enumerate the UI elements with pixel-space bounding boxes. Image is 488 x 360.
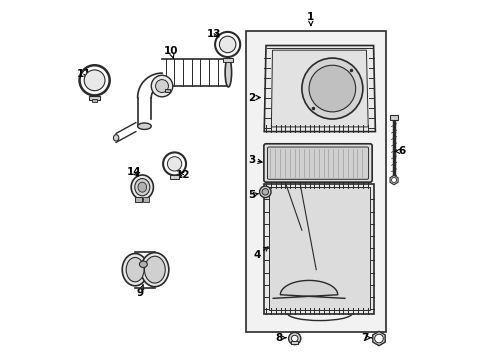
- Text: 2: 2: [247, 93, 260, 103]
- Text: 10: 10: [163, 46, 178, 59]
- Ellipse shape: [144, 256, 165, 283]
- Text: 9: 9: [137, 285, 144, 298]
- Circle shape: [301, 58, 362, 119]
- Polygon shape: [268, 187, 369, 310]
- Bar: [142, 197, 148, 202]
- Polygon shape: [372, 331, 385, 346]
- Circle shape: [262, 189, 268, 195]
- Bar: [92, 99, 97, 102]
- Text: 3: 3: [247, 155, 262, 165]
- Polygon shape: [273, 280, 344, 298]
- Circle shape: [167, 157, 182, 171]
- Bar: [170, 175, 179, 179]
- Circle shape: [84, 70, 105, 91]
- Circle shape: [288, 332, 300, 345]
- Text: 8: 8: [275, 333, 285, 343]
- Bar: [290, 341, 298, 344]
- Ellipse shape: [135, 179, 149, 196]
- Ellipse shape: [131, 175, 153, 199]
- Text: 4: 4: [253, 247, 267, 260]
- Text: 6: 6: [395, 146, 405, 156]
- Circle shape: [308, 65, 355, 112]
- Bar: [135, 197, 142, 202]
- Ellipse shape: [139, 261, 147, 267]
- Circle shape: [291, 335, 297, 342]
- Circle shape: [391, 177, 396, 183]
- Text: 1: 1: [306, 12, 314, 26]
- Polygon shape: [264, 184, 373, 315]
- Ellipse shape: [113, 135, 119, 141]
- Ellipse shape: [141, 253, 168, 287]
- Bar: [222, 58, 232, 62]
- Ellipse shape: [126, 257, 144, 282]
- Circle shape: [151, 75, 172, 97]
- Polygon shape: [264, 45, 375, 132]
- Bar: [89, 96, 100, 100]
- Polygon shape: [389, 175, 397, 185]
- Bar: [246, 31, 386, 332]
- Text: 13: 13: [206, 29, 221, 39]
- Circle shape: [374, 334, 383, 343]
- Ellipse shape: [137, 123, 151, 130]
- Ellipse shape: [224, 58, 231, 87]
- FancyBboxPatch shape: [264, 144, 371, 182]
- Ellipse shape: [138, 182, 146, 192]
- Text: 14: 14: [127, 167, 142, 177]
- Bar: [389, 116, 398, 120]
- Circle shape: [259, 186, 270, 198]
- Text: 12: 12: [176, 170, 190, 180]
- Ellipse shape: [122, 253, 148, 286]
- Text: 5: 5: [247, 190, 258, 200]
- FancyBboxPatch shape: [267, 147, 368, 179]
- Circle shape: [155, 80, 168, 93]
- Text: 7: 7: [360, 333, 370, 343]
- Bar: [164, 89, 170, 92]
- Text: 11: 11: [77, 69, 91, 79]
- Polygon shape: [271, 50, 367, 127]
- Circle shape: [219, 36, 235, 53]
